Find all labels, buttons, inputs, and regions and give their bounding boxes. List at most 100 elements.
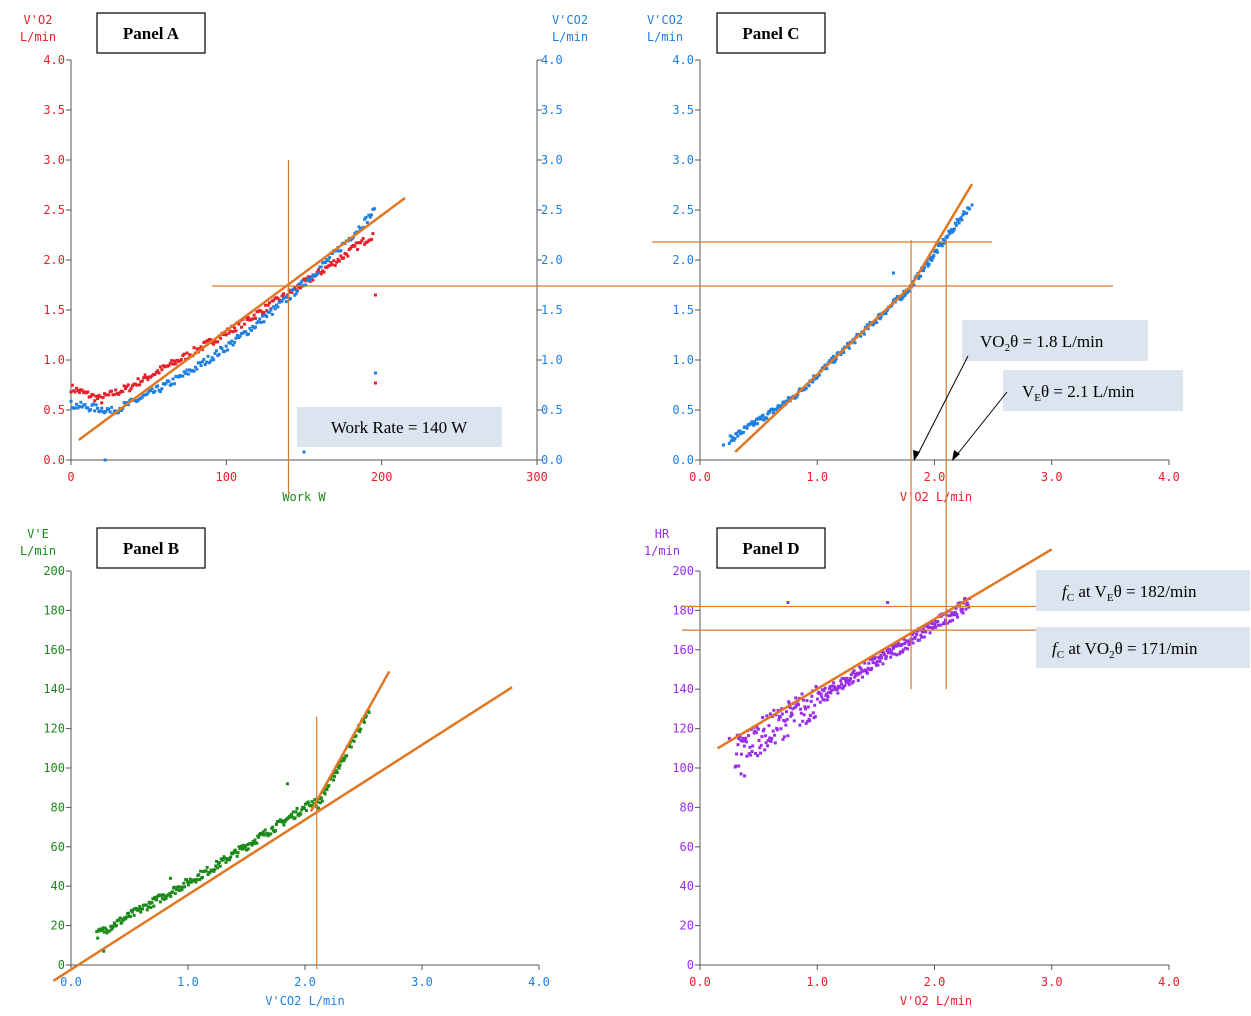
y-tick-label: 1.5 (672, 303, 694, 317)
hr-point (767, 724, 771, 728)
ve-point (319, 796, 323, 800)
vo2-point (198, 347, 202, 351)
vco2-point (939, 241, 943, 245)
ve-point (124, 917, 128, 921)
ve-point (228, 858, 232, 862)
ve-threshold-box (1003, 370, 1183, 411)
ve-point (204, 869, 208, 873)
hr-point (889, 655, 893, 659)
hr-point (847, 683, 851, 687)
hr-point (900, 642, 904, 646)
vco2-point (160, 387, 164, 391)
y-tick-label: 200 (43, 564, 65, 578)
vo2-point (231, 330, 235, 334)
ve-point (198, 878, 202, 882)
hr-point (827, 690, 831, 694)
y-tick-label: 100 (672, 761, 694, 775)
ve-point (320, 799, 324, 803)
x-tick-label: 3.0 (1041, 470, 1063, 484)
panel-a-ylabel-left-2: L/min (20, 30, 56, 44)
vco2-point (738, 429, 742, 433)
hr-point (965, 601, 969, 605)
vco2-point (817, 373, 821, 377)
ve-point (186, 883, 190, 887)
hr-point (896, 641, 900, 645)
vco2-point (323, 261, 327, 265)
ve-point (332, 778, 336, 782)
ve-point (186, 880, 190, 884)
vco2-point (907, 289, 911, 293)
vco2-point (261, 314, 265, 318)
vo2-point (156, 369, 160, 373)
ve-point (185, 878, 189, 882)
vo2-point (349, 246, 353, 250)
hr-point (844, 680, 848, 684)
y-tick-label: 60 (680, 840, 694, 854)
vco2-point (205, 360, 209, 364)
vco2-point (171, 377, 175, 381)
vo2-point (251, 317, 255, 321)
ve-point (304, 808, 308, 812)
ve-point (271, 825, 275, 829)
hr-point (734, 764, 738, 768)
ve-point (342, 758, 346, 762)
hr-point (825, 692, 829, 696)
vco2-point (302, 450, 306, 454)
vo2-point (263, 303, 267, 307)
vco2-point (943, 239, 947, 243)
vo2-point (209, 338, 213, 342)
ve-point (163, 894, 167, 898)
hr-point (781, 737, 785, 741)
vco2-point (238, 334, 242, 338)
hr-point (805, 699, 809, 703)
ve-point (120, 920, 124, 924)
ve-point (138, 904, 142, 908)
vo2-point (93, 399, 97, 403)
hr-point (727, 736, 731, 740)
y-tick-label: 3.0 (672, 153, 694, 167)
vco2-point (926, 264, 930, 268)
hr-point (844, 679, 848, 683)
hr-point (831, 688, 835, 692)
ve-point (309, 804, 313, 808)
hr-point (931, 627, 935, 631)
vo2-point (195, 347, 199, 351)
y-tick-label: 1.0 (43, 353, 65, 367)
panel-b: Panel B V'E L/min 0 20 40 60 80 100 120 140 160 1… (20, 527, 550, 1008)
y-tick-label: 160 (43, 643, 65, 657)
y-right-tick-label: 4.0 (541, 53, 563, 67)
vco2-point (224, 344, 228, 348)
hr-point (771, 729, 775, 733)
hr-point (949, 613, 953, 617)
vo2-point (361, 236, 365, 240)
ve-point (255, 841, 259, 845)
x-tick-label: 300 (526, 470, 548, 484)
ve-point (290, 815, 294, 819)
ve-point (197, 873, 201, 877)
hr-point (932, 619, 936, 623)
ve-point (205, 865, 209, 869)
vo2-point (339, 254, 343, 258)
hr-point (855, 673, 859, 677)
x-tick-label: 0.0 (689, 470, 711, 484)
vo2-point (233, 326, 237, 330)
panel-a-ylabel-left-1: V'O2 (24, 13, 53, 27)
ve-threshold-arrowhead (952, 450, 960, 461)
vco2-point (181, 374, 185, 378)
vco2-point (291, 287, 295, 291)
hr-point (930, 622, 934, 626)
hr-point (737, 764, 741, 768)
hr-point (895, 653, 899, 657)
y-tick-label: 80 (680, 800, 694, 814)
y-right-tick-label: 1.5 (541, 303, 563, 317)
ve-point (262, 833, 266, 837)
ve-point (105, 931, 109, 935)
hr-point (877, 656, 881, 660)
x-tick-label: 0.0 (60, 975, 82, 989)
vco2-point (94, 403, 98, 407)
vco2-point (103, 458, 107, 462)
ve-point (333, 771, 337, 775)
vco2-point (192, 369, 196, 373)
ve-point (212, 869, 216, 873)
ve-point (214, 864, 218, 868)
